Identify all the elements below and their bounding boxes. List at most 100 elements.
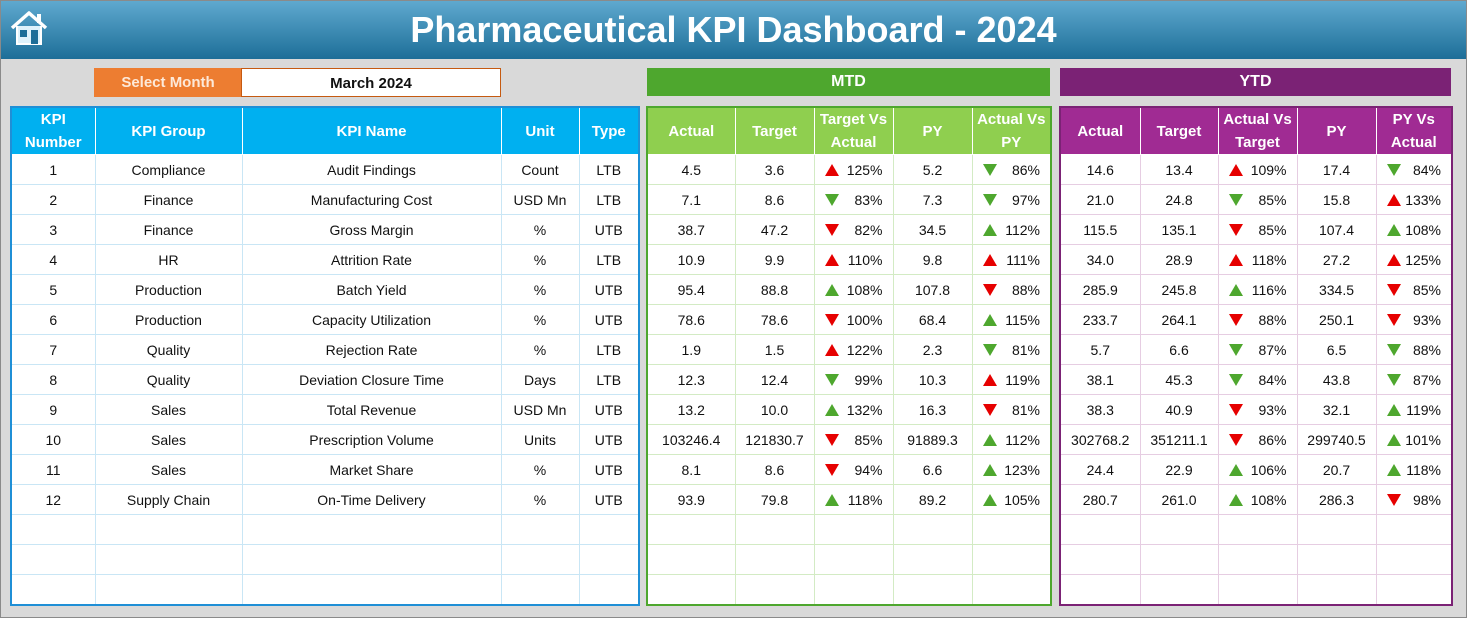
cell: 21.0 (1059, 184, 1141, 215)
cell: 6.5 (1296, 334, 1377, 365)
column-header: Type (578, 106, 640, 155)
indicator-cell: 85% (1375, 274, 1453, 305)
indicator-cell: 106% (1217, 454, 1298, 485)
arrow-shape (824, 313, 839, 326)
arrow-shape (1386, 193, 1401, 206)
cell: 4.5 (646, 154, 736, 185)
cell: 7.1 (646, 184, 736, 215)
empty-cell (646, 514, 736, 545)
data-row: 7.1 8.6 83% 7.3 97% (646, 184, 1052, 215)
data-row: 10.9 9.9 110% 9.8 111% (646, 244, 1052, 275)
cell: 3.6 (734, 154, 815, 185)
indicator: 88% (1219, 312, 1296, 328)
column-header: Actual Vs Target (1217, 106, 1298, 155)
empty-cell (971, 514, 1052, 545)
home-button[interactable] (9, 9, 49, 47)
percent-value: 87% (1258, 341, 1287, 358)
ytd-table: Actual Target Actual Vs Target PY PY Vs Actu… (1059, 106, 1453, 606)
cell: Prescription Volume (241, 424, 502, 455)
indicator: 82% (815, 222, 892, 238)
month-dropdown[interactable]: March 2024 (241, 68, 501, 97)
header-row: Actual Target Actual Vs Target PY PY Vs Actu… (1059, 106, 1453, 155)
cell: 89.2 (892, 484, 973, 515)
indicator-cell: 105% (971, 484, 1052, 515)
status-arrow (1228, 283, 1243, 296)
indicator: 81% (973, 342, 1050, 358)
indicator: 99% (815, 372, 892, 388)
status-arrow (1228, 193, 1243, 206)
cell: 115.5 (1059, 214, 1141, 245)
cell: 11 (10, 454, 96, 485)
cell: 6.6 (1139, 334, 1219, 365)
indicator: 105% (973, 492, 1050, 508)
percent-value: 84% (1258, 371, 1287, 388)
status-arrow (982, 463, 997, 476)
cell: 17.4 (1296, 154, 1377, 185)
cell: Manufacturing Cost (241, 184, 502, 215)
cell: 135.1 (1139, 214, 1219, 245)
empty-cell (94, 544, 243, 575)
cell: 38.1 (1059, 364, 1141, 395)
column-header: Actual (646, 106, 736, 155)
indicator: 108% (1377, 222, 1451, 238)
cell: 4 (10, 244, 96, 275)
percent-value: 93% (1258, 401, 1287, 418)
indicator-cell: 100% (813, 304, 894, 335)
status-arrow (824, 253, 839, 266)
cell: 40.9 (1139, 394, 1219, 425)
cell: Audit Findings (241, 154, 502, 185)
percent-value: 85% (1258, 221, 1287, 238)
percent-value: 123% (1004, 461, 1040, 478)
empty-cell (10, 514, 96, 545)
cell: 2 (10, 184, 96, 215)
arrow-shape (1386, 313, 1401, 326)
indicator: 85% (1219, 192, 1296, 208)
indicator-cell: 101% (1375, 424, 1453, 455)
percent-value: 106% (1250, 461, 1287, 478)
indicator-cell: 87% (1375, 364, 1453, 395)
cell: 24.4 (1059, 454, 1141, 485)
cell: LTB (578, 184, 640, 215)
status-arrow (982, 193, 997, 206)
percent-value: 119% (1005, 371, 1040, 388)
indicator-cell: 115% (971, 304, 1052, 335)
percent-value: 101% (1405, 431, 1441, 448)
indicator-cell: 85% (1217, 214, 1298, 245)
indicator-cell: 93% (1217, 394, 1298, 425)
indicator: 118% (1219, 252, 1296, 268)
indicator: 97% (973, 192, 1050, 208)
indicator: 84% (1377, 162, 1451, 178)
indicator-cell: 81% (971, 394, 1052, 425)
indicator: 87% (1219, 341, 1296, 358)
status-arrow (982, 343, 997, 356)
empty-cell (1139, 544, 1219, 575)
status-arrow (1228, 493, 1243, 506)
status-arrow (824, 373, 839, 386)
percent-value: 122% (846, 341, 883, 358)
percent-value: 85% (1412, 281, 1441, 298)
indicator-cell: 118% (813, 484, 894, 515)
cell: 10.0 (734, 394, 815, 425)
cell: 10 (10, 424, 96, 455)
indicator: 93% (1377, 312, 1451, 328)
indicator: 112% (973, 432, 1050, 448)
empty-cell (1217, 514, 1298, 545)
indicator-cell: 86% (1217, 424, 1298, 455)
data-row: 12 Supply Chain On-Time Delivery% UTB (10, 484, 640, 515)
cell: 285.9 (1059, 274, 1141, 305)
empty-cell (1217, 544, 1298, 575)
percent-value: 119% (1406, 401, 1441, 418)
empty-cell (10, 544, 96, 575)
indicator-cell: 88% (971, 274, 1052, 305)
data-row: 38.1 45.3 84% 43.8 87% (1059, 364, 1453, 395)
cell: 6 (10, 304, 96, 335)
cell: 334.5 (1296, 274, 1377, 305)
empty-cell (1375, 514, 1453, 545)
status-arrow (1386, 253, 1401, 266)
empty-cell (892, 574, 973, 606)
cell: 6.6 (892, 454, 973, 485)
mtd-table: Actual Target Target Vs Actual PY Actual Vs … (646, 106, 1052, 606)
percent-value: 85% (854, 431, 883, 448)
data-row: 5.7 6.6 87% 6.5 88% (1059, 334, 1453, 365)
data-row: 103246.4 121830.7 85% 91889.3 112% (646, 424, 1052, 455)
